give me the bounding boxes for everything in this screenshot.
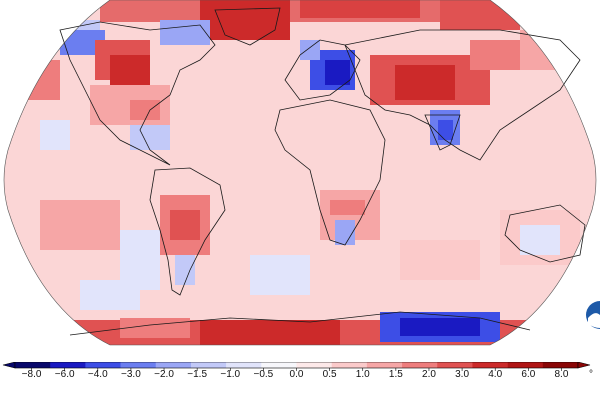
noaa-logo-icon <box>585 298 600 332</box>
greenland-outline <box>214 7 281 46</box>
legend-extend-low <box>2 362 16 369</box>
anomaly-map-svg <box>3 0 597 346</box>
legend-tick-label: 2.0 <box>422 369 436 380</box>
legend-tick-label: −0.5 <box>253 369 274 380</box>
india-outline <box>424 114 461 151</box>
legend-swatch <box>542 362 579 368</box>
legend-swatch <box>155 362 192 368</box>
legend-tick-label: 1.5 <box>388 369 403 380</box>
legend-tick-label: −1.5 <box>187 369 208 380</box>
legend-swatch <box>331 362 368 368</box>
legend-tick-label: 6.0 <box>521 369 536 380</box>
world-map <box>3 0 597 346</box>
legend-swatch <box>15 362 51 368</box>
legend-extend-high <box>577 362 591 369</box>
legend-tick-label: −3.0 <box>121 369 141 380</box>
legend-tick-label: 3.0 <box>455 369 470 380</box>
legend-tick-label: −2.0 <box>154 369 174 380</box>
legend-tick-label: −8.0 <box>21 369 42 380</box>
legend-swatch <box>50 362 86 368</box>
legend-tick-label: −6.0 <box>54 369 75 380</box>
europe-outline <box>284 39 361 101</box>
antarctica-outline <box>69 311 531 336</box>
legend-swatch <box>296 362 332 368</box>
legend-tick-label: 0.0 <box>289 369 304 380</box>
legend-swatch <box>226 362 262 368</box>
legend-tick-label: −4.0 <box>87 369 108 380</box>
legend-swatch <box>190 362 227 368</box>
legend-swatch <box>120 362 157 368</box>
legend-swatch <box>261 362 297 368</box>
globe-outline <box>3 0 597 346</box>
south-america-outline <box>149 167 226 296</box>
legend-tick-label: 4.0 <box>488 369 503 380</box>
legend-tick-label: 0.5 <box>322 369 337 380</box>
asia-outline <box>344 29 581 161</box>
legend-tick-label: 1.0 <box>355 369 370 380</box>
australia-outline <box>504 204 586 263</box>
legend-swatch <box>437 362 473 368</box>
africa-outline <box>274 99 386 246</box>
legend-swatch <box>507 362 544 368</box>
color-legend <box>2 362 591 371</box>
legend-swatch <box>366 362 403 368</box>
legend-swatch <box>472 362 508 368</box>
legend-swatch <box>85 362 121 368</box>
legend-tick-label: 8.0 <box>554 369 569 380</box>
legend-tick-label: −1.0 <box>220 369 241 380</box>
legend-unit-label: ° <box>589 369 593 380</box>
coastlines <box>59 7 586 336</box>
legend-swatch <box>402 362 438 368</box>
north-america-outline <box>59 21 216 166</box>
